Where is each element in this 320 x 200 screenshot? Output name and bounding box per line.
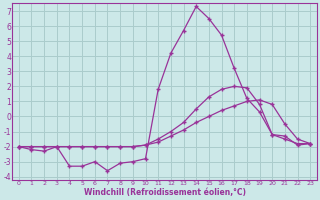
X-axis label: Windchill (Refroidissement éolien,°C): Windchill (Refroidissement éolien,°C) xyxy=(84,188,245,197)
